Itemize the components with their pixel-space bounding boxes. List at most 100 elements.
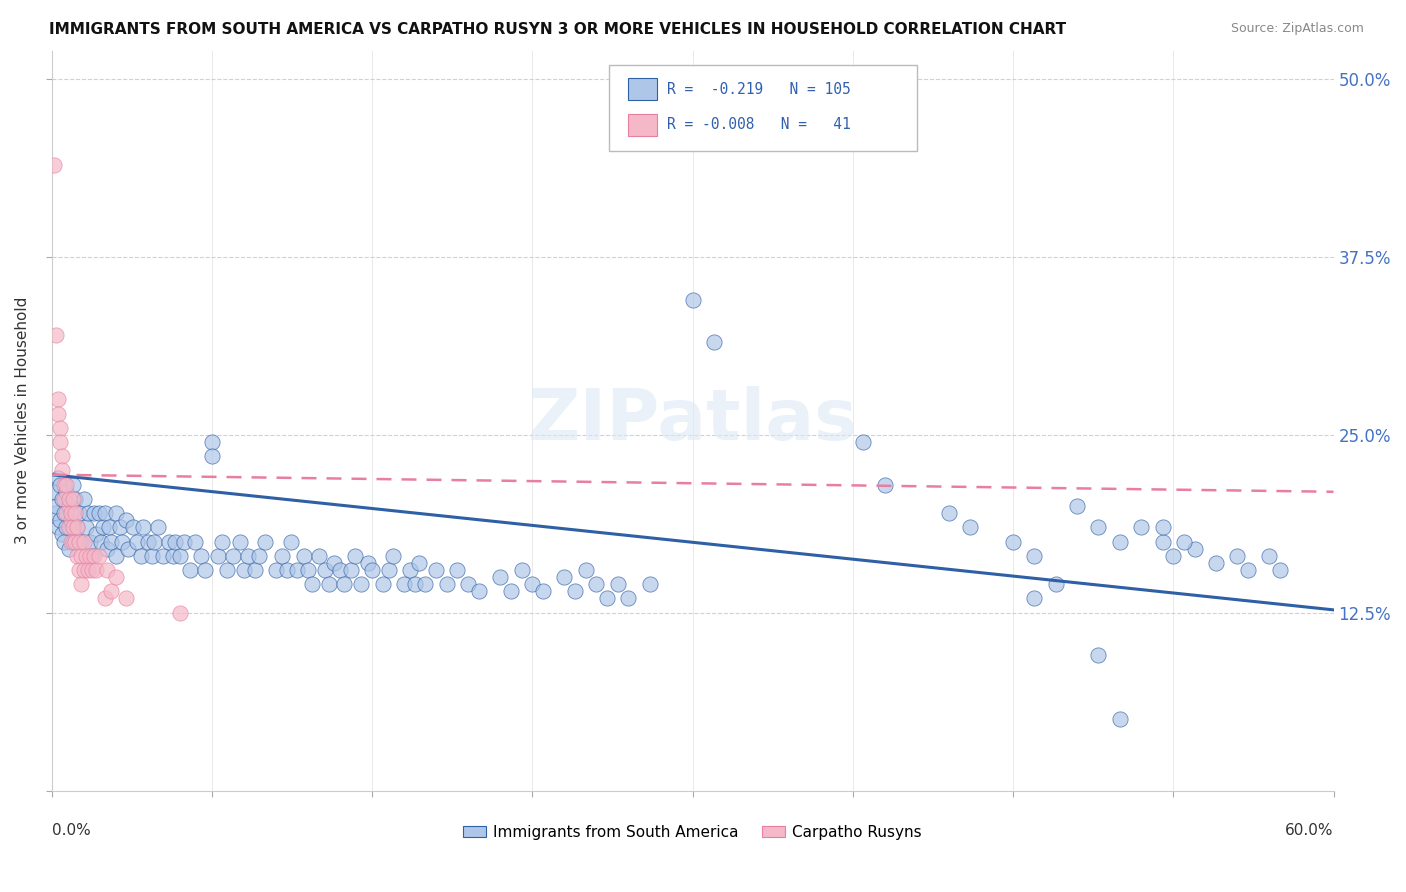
Point <box>70 549 93 563</box>
Point <box>94 591 117 606</box>
Point <box>236 549 259 563</box>
Point <box>280 534 302 549</box>
Point <box>215 563 238 577</box>
Point <box>211 534 233 549</box>
Point <box>76 506 98 520</box>
Text: IMMIGRANTS FROM SOUTH AMERICA VS CARPATHO RUSYN 3 OR MORE VEHICLES IN HOUSEHOLD : IMMIGRANTS FROM SOUTH AMERICA VS CARPATH… <box>49 22 1066 37</box>
Point <box>1024 591 1046 606</box>
Point <box>152 549 174 563</box>
Point <box>55 520 77 534</box>
Point <box>75 520 97 534</box>
Text: Source: ZipAtlas.com: Source: ZipAtlas.com <box>1230 22 1364 36</box>
Bar <box>628 113 657 136</box>
Point <box>59 506 82 520</box>
Point <box>415 577 437 591</box>
Point <box>703 335 725 350</box>
Point <box>350 577 373 591</box>
Point <box>617 591 640 606</box>
Point <box>46 520 69 534</box>
Point <box>254 534 277 549</box>
Point <box>83 506 105 520</box>
Point <box>111 534 134 549</box>
Point <box>1087 520 1109 534</box>
Point <box>98 520 121 534</box>
Bar <box>628 78 657 100</box>
Point <box>228 534 250 549</box>
Point <box>121 520 143 534</box>
Point <box>575 563 598 577</box>
Point <box>125 534 148 549</box>
Point <box>136 534 159 549</box>
Point <box>564 584 586 599</box>
Point <box>70 534 93 549</box>
Point <box>55 484 77 499</box>
Point <box>59 534 82 549</box>
Point <box>531 584 554 599</box>
Point <box>72 563 94 577</box>
Point <box>522 577 544 591</box>
Point <box>382 549 405 563</box>
Point <box>271 549 294 563</box>
Point <box>100 584 122 599</box>
Point <box>75 549 97 563</box>
Point <box>596 591 619 606</box>
Point <box>873 477 896 491</box>
Point <box>190 549 212 563</box>
Point <box>1184 541 1206 556</box>
Point <box>173 534 195 549</box>
Point <box>1045 577 1067 591</box>
Point <box>86 527 108 541</box>
Point <box>553 570 575 584</box>
Point <box>1130 520 1153 534</box>
Point <box>1226 549 1249 563</box>
Point <box>53 477 76 491</box>
Point <box>1087 648 1109 663</box>
Point <box>169 606 191 620</box>
Point <box>446 563 468 577</box>
Point <box>46 470 69 484</box>
Point <box>76 563 98 577</box>
Point <box>46 392 69 407</box>
Point <box>1237 563 1260 577</box>
Point <box>183 534 205 549</box>
Point <box>148 520 170 534</box>
Point <box>104 549 127 563</box>
Point <box>45 499 67 513</box>
Point <box>87 549 110 563</box>
Legend: Immigrants from South America, Carpatho Rusyns: Immigrants from South America, Carpatho … <box>457 819 928 846</box>
Point <box>58 499 80 513</box>
Point <box>117 541 139 556</box>
Point <box>314 563 336 577</box>
Point <box>49 421 72 435</box>
Point <box>308 549 330 563</box>
Point <box>49 513 72 527</box>
Point <box>129 549 152 563</box>
Point <box>404 577 426 591</box>
Point <box>96 541 118 556</box>
Point <box>58 491 80 506</box>
Point <box>83 549 105 563</box>
Point <box>276 563 298 577</box>
Point <box>638 577 661 591</box>
Point <box>425 563 447 577</box>
Point <box>62 477 84 491</box>
Point <box>489 570 512 584</box>
Point <box>72 534 94 549</box>
Text: 60.0%: 60.0% <box>1285 823 1333 838</box>
Point <box>58 520 80 534</box>
Point <box>157 534 180 549</box>
Point <box>606 577 628 591</box>
Point <box>1001 534 1024 549</box>
Point <box>247 549 270 563</box>
Point <box>82 549 104 563</box>
Point <box>329 563 352 577</box>
Point <box>1173 534 1195 549</box>
Point <box>108 520 131 534</box>
Point <box>264 563 287 577</box>
Point <box>959 520 981 534</box>
Point <box>297 563 319 577</box>
Point <box>59 513 82 527</box>
Point <box>49 477 72 491</box>
Point <box>162 549 184 563</box>
Point <box>42 484 65 499</box>
